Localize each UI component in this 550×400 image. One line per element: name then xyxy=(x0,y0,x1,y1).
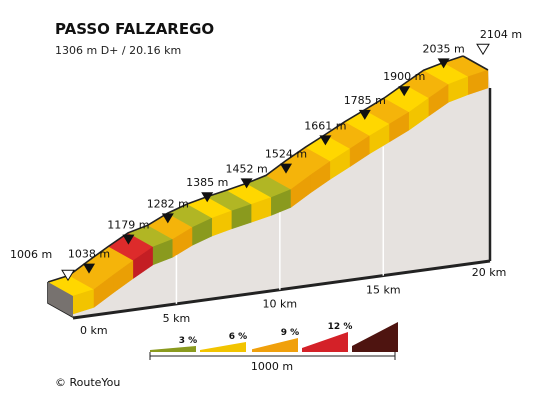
elevation-label: 1282 m xyxy=(147,197,189,210)
legend-label: 9 % xyxy=(281,328,299,338)
elevation-label: 1385 m xyxy=(186,176,228,189)
elevation-label: 2104 m xyxy=(480,28,522,41)
elevation-label: 1006 m xyxy=(10,248,52,261)
elevation-label: 1452 m xyxy=(225,162,267,175)
elevation-marker xyxy=(161,213,174,224)
legend-label: 12 % xyxy=(328,322,353,332)
chart-title: PASSO FALZAREGO xyxy=(55,20,214,38)
elevation-label: 2035 m xyxy=(422,42,464,55)
x-tick-label: 0 km xyxy=(80,324,108,337)
elevation-marker xyxy=(201,192,214,203)
legend-swatch xyxy=(252,338,298,352)
profile-segment-side xyxy=(468,69,489,95)
scale-label: 1000 m xyxy=(251,360,293,373)
x-tick-label: 5 km xyxy=(163,312,191,325)
start-face xyxy=(48,282,73,317)
elevation-label: 1038 m xyxy=(68,248,110,261)
credit-text: © RouteYou xyxy=(55,376,120,389)
elevation-marker xyxy=(437,58,450,69)
x-tick-label: 10 km xyxy=(263,298,298,311)
elevation-marker xyxy=(319,135,332,146)
x-tick-label: 15 km xyxy=(366,284,401,297)
legend-label: 3 % xyxy=(179,336,197,346)
elevation-label: 1785 m xyxy=(344,94,386,107)
baseline xyxy=(72,259,491,320)
gradient-legend: 3 % 6 % 9 % 12 % xyxy=(150,322,398,352)
endpoint-marker xyxy=(476,43,490,56)
legend-swatch xyxy=(150,346,196,352)
elevation-label: 1524 m xyxy=(265,148,307,161)
elevation-marker xyxy=(83,263,96,274)
elevation-marker xyxy=(122,234,135,245)
elevation-marker xyxy=(280,163,293,174)
elevation-label: 1179 m xyxy=(107,219,149,232)
legend-swatch xyxy=(302,332,348,352)
legend-label: 6 % xyxy=(229,332,247,342)
elevation-label: 1661 m xyxy=(304,119,346,132)
profile-band xyxy=(47,55,489,318)
elevation-marker xyxy=(358,109,371,120)
distance-ticks: 0 km 5 km 10 km 15 km 20 km xyxy=(80,146,507,337)
legend-swatch xyxy=(200,342,246,352)
profile-end-edge xyxy=(462,55,489,71)
elevation-label: 1900 m xyxy=(383,70,425,83)
endpoint-marker xyxy=(61,269,75,282)
elevation-marker xyxy=(398,86,411,97)
x-tick-label: 20 km xyxy=(472,266,507,279)
chart-subtitle: 1306 m D+ / 20.16 km xyxy=(55,44,181,57)
profile-top-edge xyxy=(47,55,464,283)
elevation-marker xyxy=(240,178,253,189)
legend-swatch xyxy=(352,322,398,352)
